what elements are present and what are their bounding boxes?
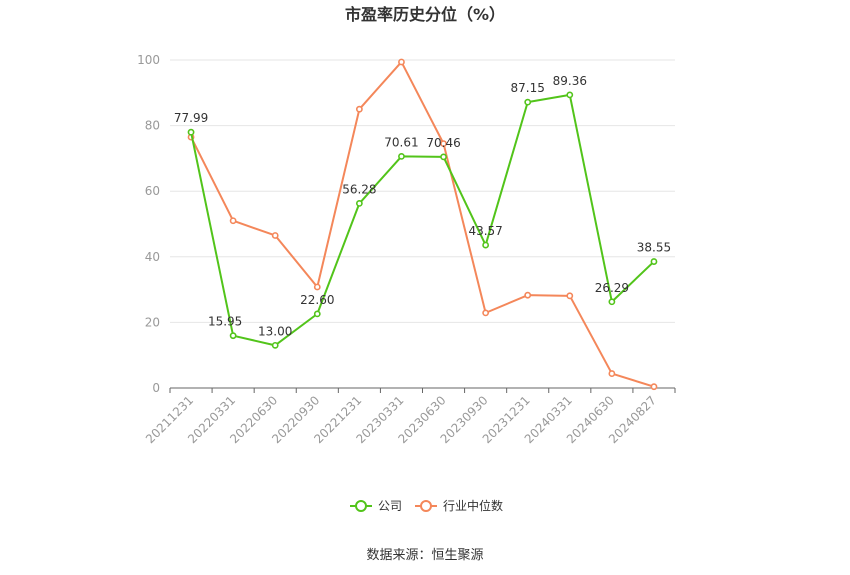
y-tick-label: 40 xyxy=(145,250,160,264)
series-point-1[interactable] xyxy=(440,140,447,148)
data-label: 15.95 xyxy=(208,315,242,329)
series-point-0[interactable] xyxy=(608,298,616,306)
data-labels: 77.99 15.95 13.00 22.60 56.28 70.61 70.46 43.57… xyxy=(174,74,671,338)
data-label: 22.60 xyxy=(300,293,334,307)
series-point-1[interactable] xyxy=(355,105,363,113)
legend-label: 公司 xyxy=(378,499,402,513)
series-point-1[interactable] xyxy=(313,283,321,291)
series-point-1[interactable] xyxy=(482,309,490,317)
data-label: 26.29 xyxy=(595,281,629,295)
series-point-0[interactable] xyxy=(355,200,363,207)
data-label: 38.55 xyxy=(637,241,671,255)
series-point-0[interactable] xyxy=(440,153,447,161)
series-point-1[interactable] xyxy=(229,217,237,225)
data-label: 70.46 xyxy=(426,136,460,150)
data-label: 77.99 xyxy=(174,111,208,125)
series-point-1[interactable] xyxy=(524,291,532,299)
data-label: 87.15 xyxy=(511,81,545,95)
series-point-1[interactable] xyxy=(566,292,574,300)
series-point-0[interactable] xyxy=(566,91,574,99)
y-tick-label: 80 xyxy=(145,119,160,133)
data-label: 89.36 xyxy=(553,74,587,88)
series-point-0[interactable] xyxy=(313,310,321,318)
data-label: 13.00 xyxy=(258,324,292,338)
series-point-0[interactable] xyxy=(271,341,279,349)
series-layer xyxy=(187,58,658,391)
y-tick-label: 20 xyxy=(145,315,160,329)
series-point-0[interactable] xyxy=(187,128,195,136)
legend[interactable]: 公司 行业中位数 xyxy=(350,498,503,513)
legend-label: 行业中位数 xyxy=(443,498,503,513)
x-axis: 2021123120220331202206302022093020221231… xyxy=(143,387,676,446)
legend-marker xyxy=(355,500,367,512)
series-line-1 xyxy=(190,60,655,388)
legend-item-0[interactable]: 公司 xyxy=(350,499,402,513)
series-point-1[interactable] xyxy=(650,383,658,391)
series-point-0[interactable] xyxy=(524,98,532,106)
data-label: 56.28 xyxy=(342,182,376,196)
legend-marker xyxy=(420,500,432,512)
series-point-1[interactable] xyxy=(608,370,616,377)
series-line-0 xyxy=(190,93,655,347)
grid-lines xyxy=(170,59,675,323)
data-label: 70.61 xyxy=(384,135,418,149)
source-note: 数据来源：恒生聚源 xyxy=(366,548,483,563)
y-axis-ticks: 0 20 40 60 80 100 xyxy=(137,53,160,395)
chart-title: 市盈率历史分位（%） xyxy=(345,5,505,24)
series-point-0[interactable] xyxy=(482,241,490,249)
series-point-1[interactable] xyxy=(398,58,405,66)
data-label: 43.57 xyxy=(468,224,502,238)
series-point-0[interactable] xyxy=(650,258,658,265)
series-point-1[interactable] xyxy=(271,232,279,239)
series-point-0[interactable] xyxy=(398,152,405,160)
y-tick-label: 100 xyxy=(137,53,160,67)
y-tick-label: 0 xyxy=(152,381,160,395)
series-point-0[interactable] xyxy=(229,332,237,340)
legend-item-1[interactable]: 行业中位数 xyxy=(415,498,503,513)
y-tick-label: 60 xyxy=(145,184,160,198)
